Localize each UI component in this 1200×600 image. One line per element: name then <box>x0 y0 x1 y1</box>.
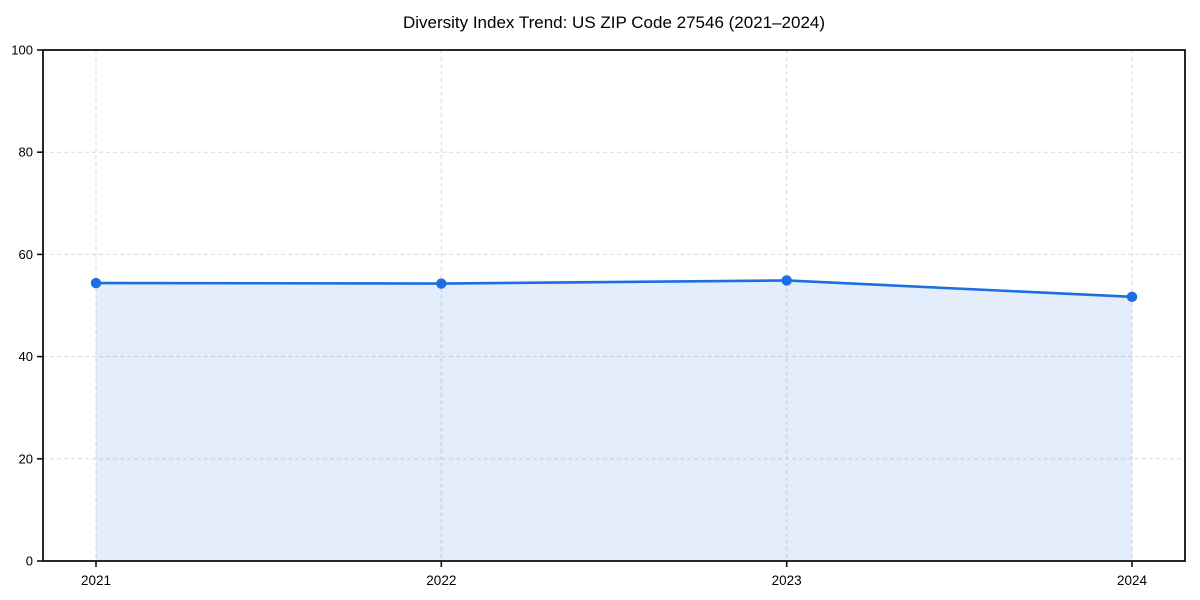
data-point-2024 <box>1126 291 1138 303</box>
chart-title: Diversity Index Trend: US ZIP Code 27546… <box>402 13 826 32</box>
x-tick-label-2022: 2022 <box>426 573 456 588</box>
area-fill <box>96 280 1132 561</box>
y-tick-label-60: 60 <box>19 247 33 262</box>
axis-frame <box>42 49 1186 562</box>
y-tick-label-20: 20 <box>19 451 33 466</box>
x-tick-label-2024: 2024 <box>1117 573 1148 588</box>
y-tick-label-40: 40 <box>19 349 33 364</box>
y-tick-label-80: 80 <box>19 145 33 160</box>
x-tick-label-2023: 2023 <box>772 573 802 588</box>
y-tick-label-0: 0 <box>26 554 33 569</box>
data-point-2023 <box>781 275 792 286</box>
x-tick-label-2021: 2021 <box>81 573 111 588</box>
data-point-2021 <box>90 277 102 289</box>
trend-line <box>94 279 1134 299</box>
y-tick-label-100: 100 <box>11 43 33 58</box>
data-point-2022 <box>436 278 447 289</box>
